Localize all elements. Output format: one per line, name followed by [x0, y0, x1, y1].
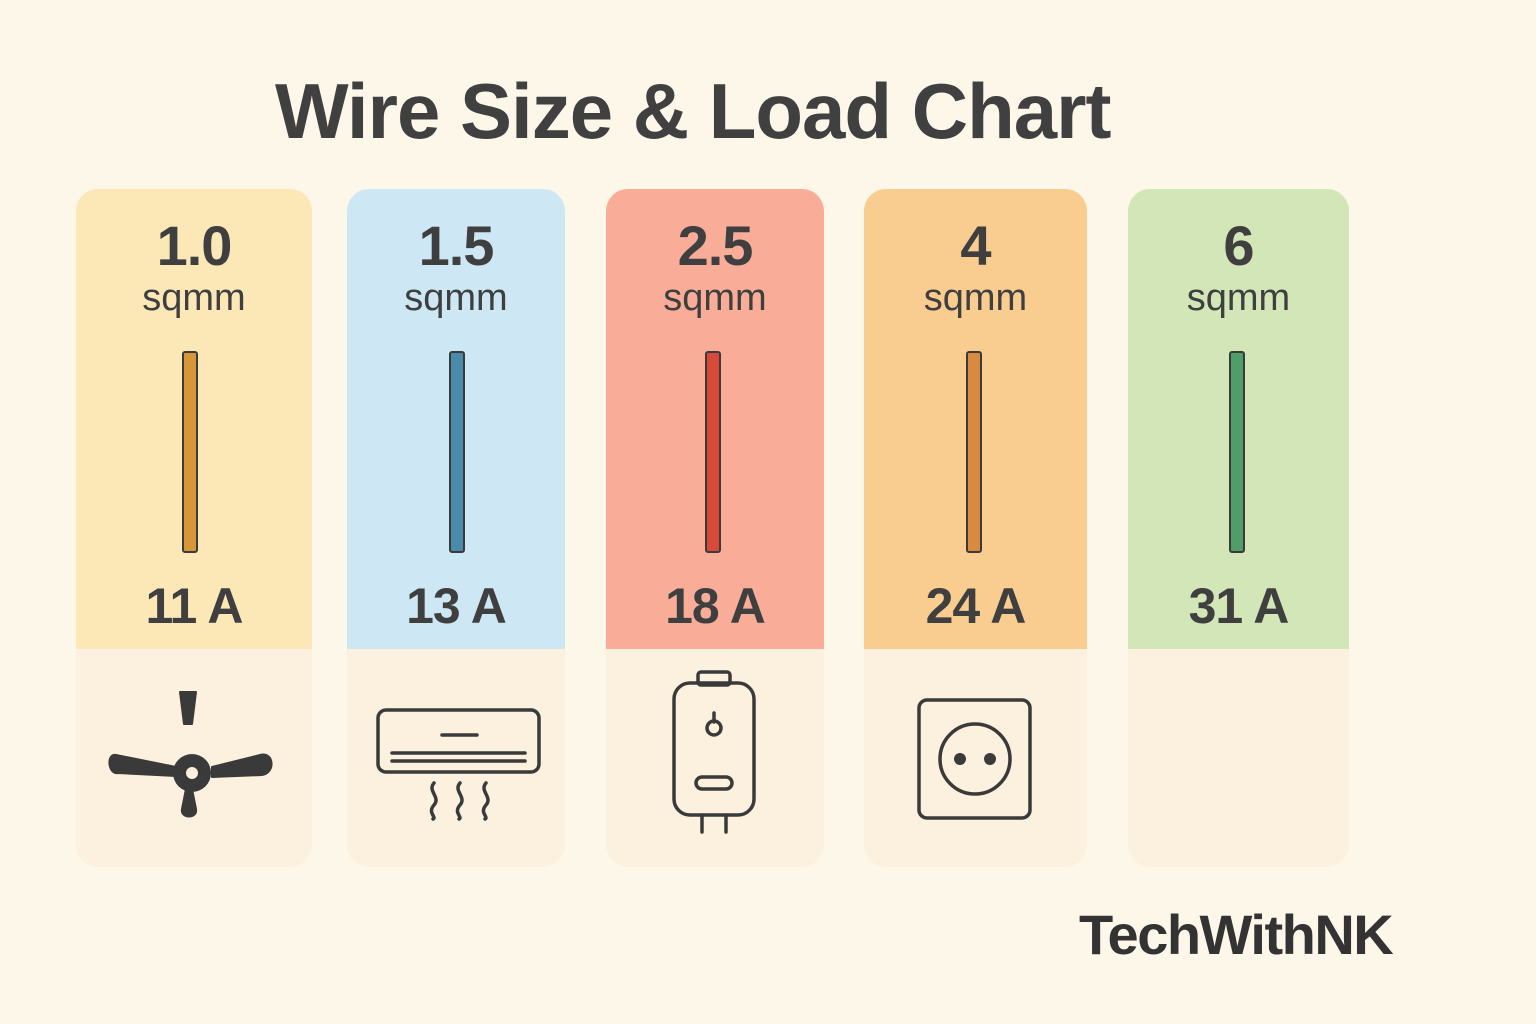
wire-column-2: 1.5 sqmm 13 A: [347, 189, 565, 867]
current-rating: 13 A: [406, 578, 507, 634]
appliance-area: [606, 649, 824, 867]
appliance-area: [1128, 649, 1349, 867]
wire-size-value: 6: [1223, 214, 1254, 277]
wire-size-unit: sqmm: [142, 277, 246, 319]
wire-column-header: 1.0 sqmm 11 A: [76, 189, 312, 649]
current-rating: 11 A: [145, 578, 243, 634]
wire-column-5: 6 sqmm 31 A: [1128, 189, 1349, 867]
appliance-area: [76, 649, 312, 867]
ceiling-fan-icon: [108, 691, 273, 818]
wire-column-header: 4 sqmm 24 A: [864, 189, 1087, 649]
current-rating: 24 A: [925, 578, 1027, 634]
current-rating: 18 A: [665, 578, 766, 634]
power-socket-icon: [917, 698, 1032, 820]
wire-size-unit: sqmm: [404, 277, 508, 319]
wire-size-value: 2.5: [677, 214, 754, 277]
wire-column-4: 4 sqmm 24 A: [864, 189, 1087, 867]
current-rating: 31 A: [1188, 578, 1290, 634]
wire-strip: [182, 351, 198, 553]
wire-column-1: 1.0 sqmm 11 A: [76, 189, 312, 867]
wire-column-header: 2.5 sqmm 18 A: [606, 189, 824, 649]
wire-strip: [705, 351, 721, 553]
wire-column-3: 2.5 sqmm 18 A: [606, 189, 824, 867]
wire-size-unit: sqmm: [663, 277, 767, 319]
wire-strip: [449, 351, 465, 553]
wire-column-header: 6 sqmm 31 A: [1128, 189, 1349, 649]
air-conditioner-icon: [376, 708, 541, 821]
brand-watermark: TechWithNK: [1079, 903, 1394, 966]
wire-size-value: 1.5: [418, 214, 495, 277]
page-title: Wire Size & Load Chart: [275, 67, 1111, 155]
wire-column-header: 1.5 sqmm 13 A: [347, 189, 565, 649]
wire-strip: [966, 351, 982, 553]
appliance-area: [347, 649, 565, 867]
water-heater-icon: [672, 670, 756, 834]
wire-size-unit: sqmm: [923, 277, 1028, 319]
wire-strip: [1229, 351, 1245, 553]
wire-size-value: 1.0: [156, 214, 233, 277]
appliance-area: [864, 649, 1087, 867]
wire-size-unit: sqmm: [1186, 277, 1291, 319]
wire-size-value: 4: [960, 214, 991, 277]
